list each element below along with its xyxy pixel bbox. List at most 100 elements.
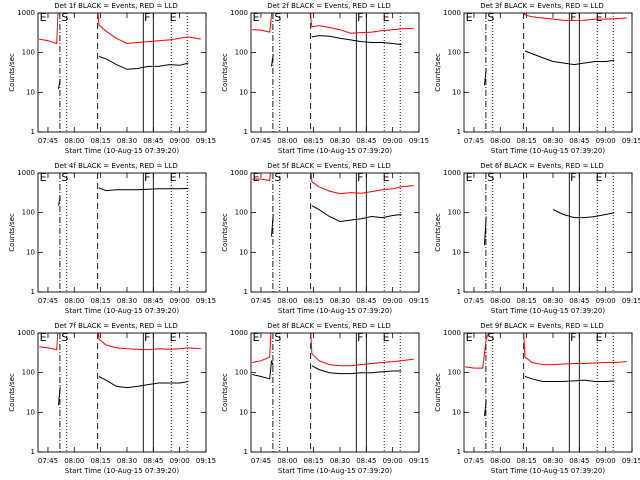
x-tick-label: 08:00 [64,457,84,465]
x-tick-label: 08:45 [569,457,589,465]
y-axis-label: Counts/sec [221,53,229,92]
series-line [252,13,414,34]
y-axis-label: Counts/sec [221,373,229,412]
annotation: E [596,11,603,24]
x-tick-label: 08:30 [543,457,563,465]
annotation: S [61,171,68,184]
x-tick-label: 08:15 [91,457,111,465]
y-tick-label: 1 [457,288,461,296]
x-tick-label: 08:45 [569,297,589,305]
x-tick-label: 08:00 [277,457,297,465]
plot-frame [463,172,633,293]
x-tick-label: 09:00 [596,137,616,145]
chart-title: Det 8f BLACK = Events, RED = LLD [267,322,390,330]
series-line [271,205,402,237]
series-line [58,56,189,90]
chart-title: Det 7f BLACK = Events, RED = LLD [54,322,177,330]
y-tick-label: 100 [235,369,248,377]
annotation: S [487,11,494,24]
y-tick-label: 10 [452,408,461,416]
x-tick-label: 08:30 [330,137,350,145]
annotation: E [596,171,603,184]
annotation: S [487,331,494,344]
y-tick-label: 10 [239,248,248,256]
x-axis-label: Start Time (10-Aug-15 07:39:20) [65,147,179,155]
annotation: S [487,171,494,184]
y-tick-label: 1 [244,288,248,296]
x-tick-label: 09:15 [196,457,216,465]
x-tick-label: 09:15 [409,297,429,305]
x-tick-label: 07:45 [251,297,271,305]
y-tick-label: 100 [22,49,35,57]
annotation: F [570,171,576,184]
x-tick-label: 09:15 [622,457,640,465]
y-tick-label: 100 [448,209,461,217]
panel: Det 8f BLACK = Events, RED = LLD Counts/s… [221,322,429,475]
annotation: E [253,11,260,24]
x-tick-label: 08:30 [117,297,137,305]
x-tick-label: 07:45 [38,137,58,145]
y-tick-label: 1000 [443,9,461,17]
x-tick-label: 08:45 [143,297,163,305]
x-tick-label: 08:00 [64,137,84,145]
plot-frame [463,332,633,453]
x-tick-label: 08:15 [304,297,324,305]
y-axis-label: Counts/sec [8,213,16,252]
annotation: S [61,331,68,344]
x-tick-label: 09:00 [383,137,403,145]
x-tick-label: 08:30 [543,297,563,305]
annotation: F [570,331,576,344]
annotation: E [466,171,473,184]
y-tick-label: 100 [22,209,35,217]
chart-title: Det 2f BLACK = Events, RED = LLD [267,2,390,10]
series-line [252,360,402,380]
x-axis-label: Start Time (10-Aug-15 07:39:20) [491,467,605,475]
x-tick-label: 08:30 [117,457,137,465]
annotation: E [383,11,390,24]
x-axis-label: Start Time (10-Aug-15 07:39:20) [278,307,392,315]
annotation: E [253,331,260,344]
chart-title: Det 1f BLACK = Events, RED = LLD [54,2,177,10]
y-tick-label: 10 [239,408,248,416]
x-tick-label: 08:00 [490,457,510,465]
x-tick-label: 08:45 [569,137,589,145]
y-tick-label: 10 [452,248,461,256]
plot-frame [250,332,420,453]
chart-title: Det 9f BLACK = Events, RED = LLD [480,322,603,330]
annotation: E [466,331,473,344]
panel: Det 4f BLACK = Events, RED = LLD Counts/s… [8,162,216,315]
chart-title: Det 3f BLACK = Events, RED = LLD [480,2,603,10]
x-tick-label: 09:15 [622,137,640,145]
x-tick-label: 08:45 [356,137,376,145]
annotation: E [383,331,390,344]
y-tick-label: 1 [31,448,35,456]
annotation: F [570,11,576,24]
y-axis-label: Counts/sec [434,53,442,92]
x-tick-label: 09:15 [196,297,216,305]
x-tick-label: 09:15 [622,297,640,305]
x-tick-label: 09:00 [170,457,190,465]
y-tick-label: 10 [26,88,35,96]
x-tick-label: 08:15 [304,457,324,465]
annotation: F [357,331,363,344]
x-tick-label: 09:00 [596,297,616,305]
plot-frame [37,12,207,133]
y-tick-label: 1000 [443,169,461,177]
x-tick-label: 09:00 [170,137,190,145]
x-tick-label: 08:00 [490,297,510,305]
plot-frame [37,172,207,293]
y-tick-label: 1 [457,448,461,456]
x-tick-label: 09:15 [409,137,429,145]
annotation: E [40,331,47,344]
annotation: F [144,171,150,184]
y-tick-label: 1 [244,448,248,456]
annotation: E [466,11,473,24]
x-tick-label: 07:45 [38,297,58,305]
y-tick-label: 1000 [17,329,35,337]
x-tick-label: 08:45 [356,457,376,465]
series-line [39,13,201,45]
x-axis-label: Start Time (10-Aug-15 07:39:20) [278,147,392,155]
x-tick-label: 09:15 [409,457,429,465]
